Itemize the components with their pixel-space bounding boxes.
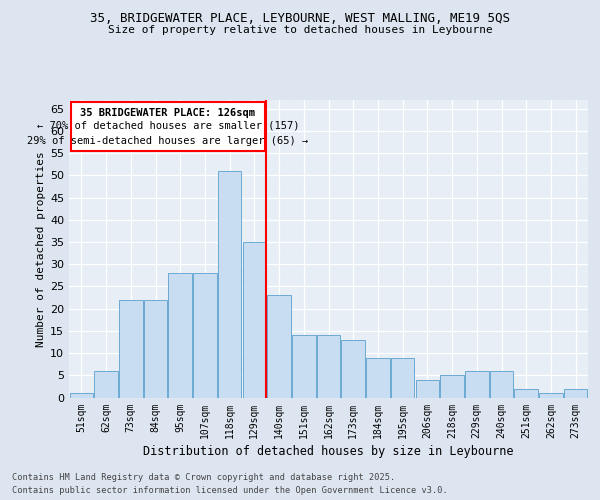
Text: Size of property relative to detached houses in Leybourne: Size of property relative to detached ho… — [107, 25, 493, 35]
Bar — [317, 336, 340, 398]
Bar — [564, 388, 587, 398]
Bar — [366, 358, 389, 398]
Bar — [94, 371, 118, 398]
Text: Contains public sector information licensed under the Open Government Licence v3: Contains public sector information licen… — [12, 486, 448, 495]
Text: ← 70% of detached houses are smaller (157): ← 70% of detached houses are smaller (15… — [37, 121, 299, 131]
Bar — [268, 296, 291, 398]
Bar — [341, 340, 365, 398]
Bar — [490, 371, 513, 398]
Bar — [218, 171, 241, 398]
Text: 29% of semi-detached houses are larger (65) →: 29% of semi-detached houses are larger (… — [28, 136, 308, 145]
Text: Contains HM Land Registry data © Crown copyright and database right 2025.: Contains HM Land Registry data © Crown c… — [12, 472, 395, 482]
Bar — [465, 371, 488, 398]
Bar — [416, 380, 439, 398]
Text: 35, BRIDGEWATER PLACE, LEYBOURNE, WEST MALLING, ME19 5QS: 35, BRIDGEWATER PLACE, LEYBOURNE, WEST M… — [90, 12, 510, 26]
Bar — [119, 300, 143, 398]
Bar — [144, 300, 167, 398]
Y-axis label: Number of detached properties: Number of detached properties — [36, 151, 46, 346]
Bar — [391, 358, 415, 398]
X-axis label: Distribution of detached houses by size in Leybourne: Distribution of detached houses by size … — [143, 444, 514, 458]
FancyBboxPatch shape — [71, 102, 265, 151]
Bar — [539, 393, 563, 398]
Bar — [292, 336, 316, 398]
Bar — [514, 388, 538, 398]
Bar — [169, 273, 192, 398]
Bar — [242, 242, 266, 398]
Text: 35 BRIDGEWATER PLACE: 126sqm: 35 BRIDGEWATER PLACE: 126sqm — [80, 108, 256, 118]
Bar — [70, 393, 93, 398]
Bar — [440, 376, 464, 398]
Bar — [193, 273, 217, 398]
